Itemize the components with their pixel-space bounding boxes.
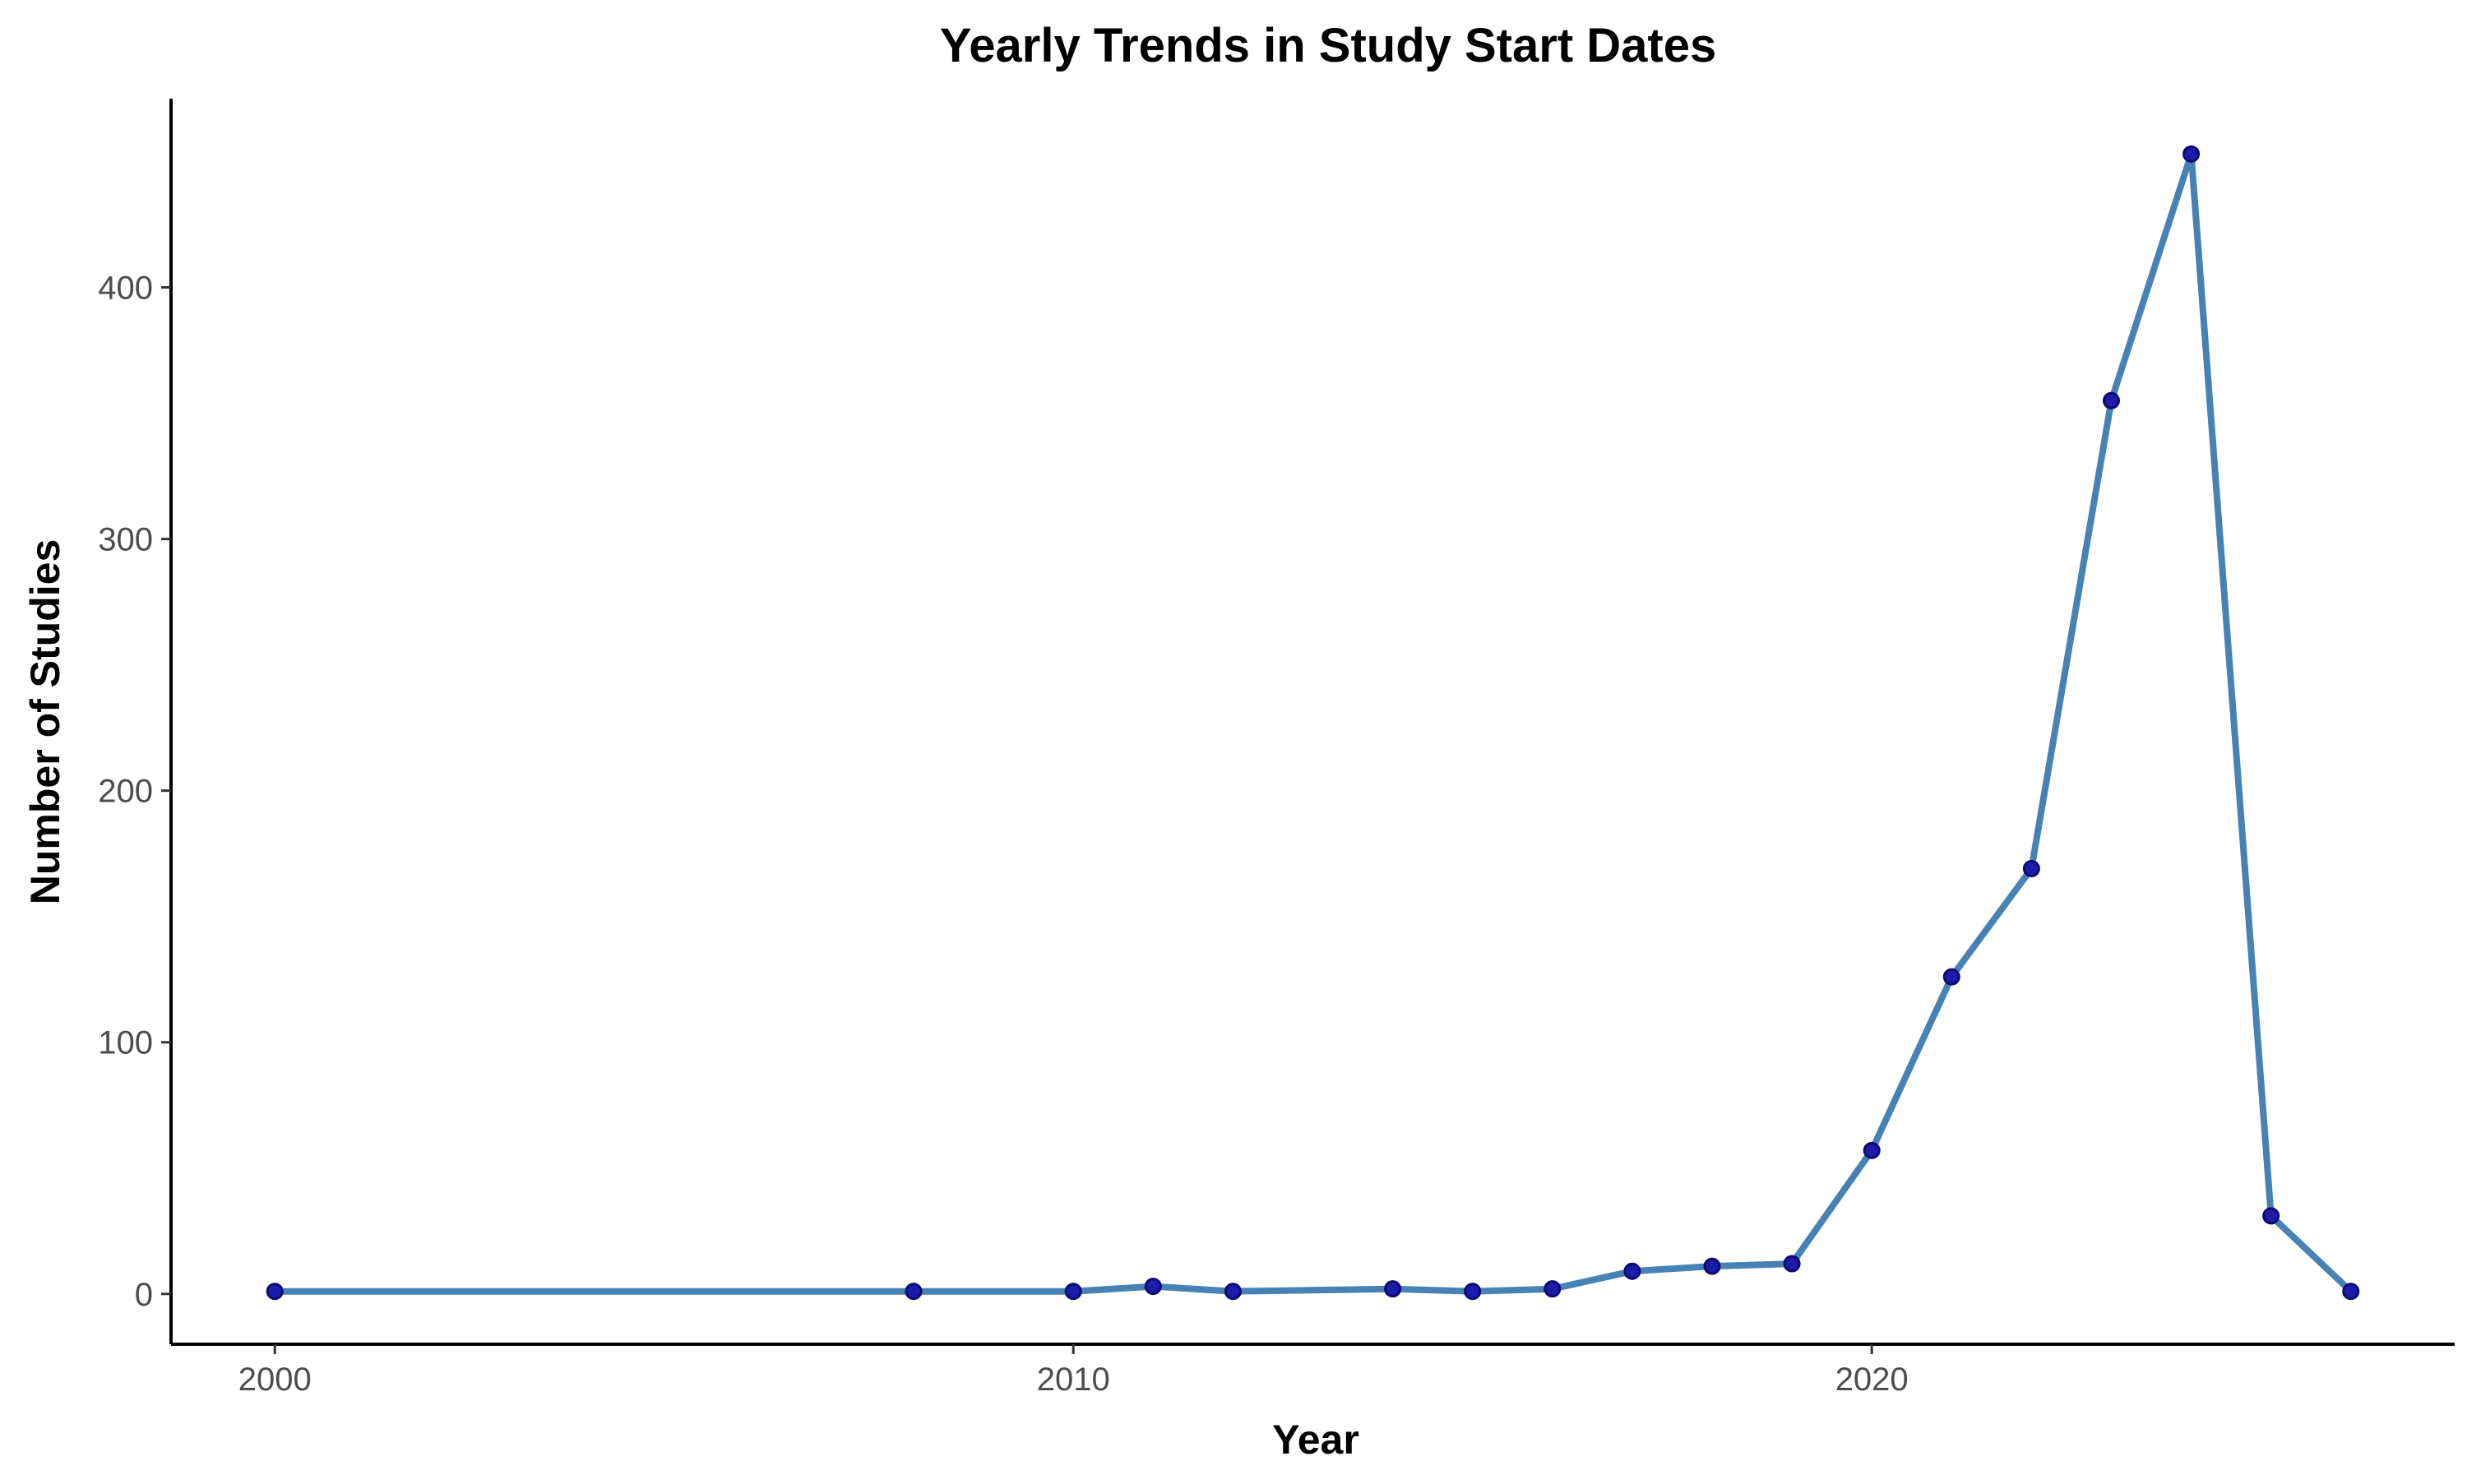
data-point (2022, 860, 2040, 878)
data-point (1863, 1141, 1881, 1159)
y-tick-label: 0 (135, 1277, 153, 1313)
series-line (271, 150, 2354, 1295)
data-point (266, 1283, 284, 1301)
x-axis: 2000 2010 2020 (171, 1343, 2455, 1398)
y-axis: 0 100 200 300 400 (98, 99, 173, 1344)
data-point (2262, 1207, 2280, 1225)
data-point (1942, 968, 1960, 986)
plot-area (266, 145, 2360, 1301)
data-point (1544, 1280, 1562, 1298)
y-axis-label: Number of Studies (22, 539, 68, 904)
x-tick-label: 2020 (1835, 1361, 1909, 1398)
chart-title: Yearly Trends in Study Start Dates (940, 19, 1716, 72)
x-axis-label: Year (1272, 1417, 1359, 1463)
data-point (2182, 145, 2201, 163)
data-point (2342, 1283, 2360, 1301)
data-point (1064, 1283, 1082, 1301)
x-tick-label: 2010 (1037, 1361, 1110, 1398)
data-point (2102, 391, 2120, 409)
data-point (1783, 1255, 1801, 1273)
data-point (1384, 1280, 1402, 1298)
y-tick-label: 100 (98, 1025, 153, 1061)
x-tick-label: 2000 (238, 1361, 312, 1398)
data-point (1224, 1283, 1242, 1301)
data-point (905, 1283, 923, 1301)
y-tick-label: 200 (98, 774, 153, 810)
y-tick-label: 300 (98, 522, 153, 558)
y-tick-label: 400 (98, 270, 153, 307)
data-point (1703, 1257, 1721, 1275)
data-point (1144, 1278, 1162, 1296)
data-point (1623, 1262, 1641, 1280)
data-point (1464, 1283, 1482, 1301)
